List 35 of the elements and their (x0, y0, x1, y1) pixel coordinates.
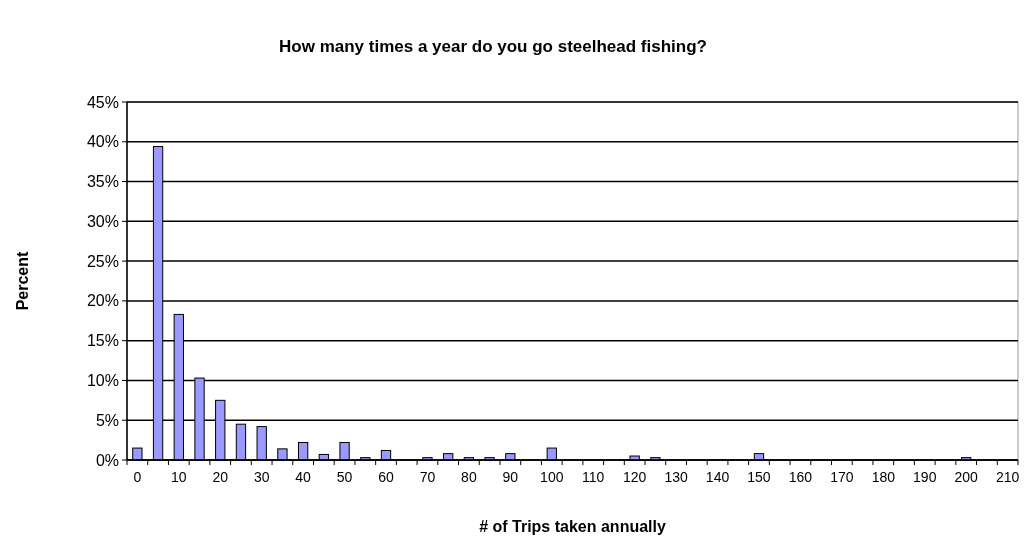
x-tick-label: 30 (253, 469, 270, 485)
y-axis-title: Percent (14, 250, 31, 311)
y-tick-label: 15% (86, 332, 119, 350)
x-tick-label: 130 (664, 469, 688, 485)
y-tick-label: 45% (86, 93, 119, 111)
chart-title: How many times a year do you go steelhead fishing? (279, 37, 707, 56)
x-tick-label: 20 (212, 469, 229, 485)
y-tick-label: 0% (95, 451, 119, 469)
x-tick-label: 70 (419, 469, 436, 485)
y-tick-label: 20% (86, 292, 119, 310)
x-tick-label: 210 (995, 469, 1020, 485)
y-tick-label: 35% (86, 173, 119, 191)
x-tick-label: 170 (830, 469, 854, 485)
y-tick-label: 5% (95, 411, 119, 429)
x-tick-label: 200 (954, 469, 979, 485)
x-tick-label: 190 (913, 469, 937, 485)
x-tick-label: 60 (378, 469, 395, 485)
x-tick-label: 10 (171, 469, 187, 485)
x-tick-label: 150 (747, 469, 771, 485)
x-tick-label: 0 (133, 469, 142, 485)
x-tick-label: 80 (461, 469, 477, 485)
x-tick-label: 40 (295, 469, 312, 485)
x-tick-label: 110 (582, 469, 605, 485)
x-axis-title: # of Trips taken annually (479, 518, 666, 535)
y-tick-label: 40% (86, 133, 119, 151)
x-tick-label: 100 (540, 469, 564, 485)
x-tick-label: 90 (502, 469, 519, 485)
x-tick-label: 50 (336, 469, 353, 485)
x-tick-label: 180 (871, 469, 896, 485)
x-tick-label: 120 (622, 469, 647, 485)
x-tick-label: 140 (705, 469, 730, 485)
x-tick-label: 160 (788, 469, 813, 485)
y-tick-label: 25% (86, 252, 119, 270)
y-tick-label: 10% (86, 372, 119, 390)
y-tick-label: 30% (86, 212, 119, 230)
